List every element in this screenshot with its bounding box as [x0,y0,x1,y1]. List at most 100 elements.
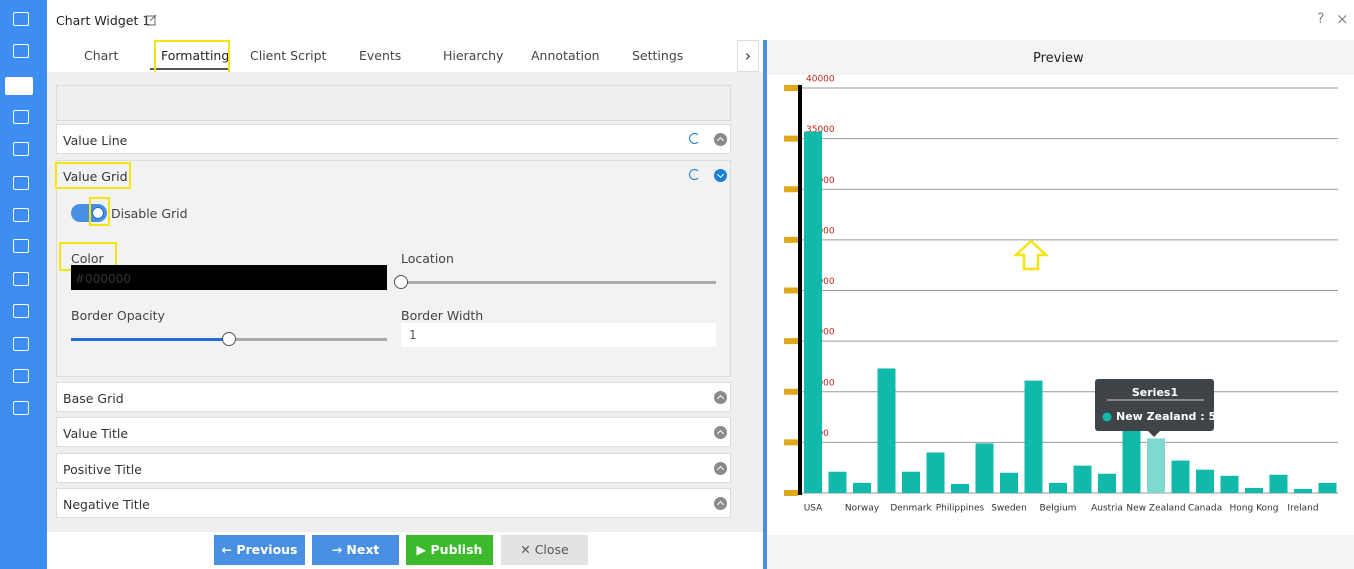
next-button[interactable]: → Next [312,535,399,565]
tab[interactable]: Client Script [250,48,327,63]
button-label: Previous [236,542,298,557]
tab[interactable]: Annotation [531,48,600,63]
preview-header [767,40,1354,75]
nav-icon[interactable] [13,208,29,222]
x-tick-label: New Zealand [1126,504,1185,514]
tab[interactable]: Formatting [161,48,230,63]
tooltip-box [1095,379,1214,431]
tab[interactable]: Events [359,48,402,63]
nav-icon[interactable] [5,77,33,95]
bar [926,452,945,493]
collapse-icon[interactable] [714,391,727,404]
sidebar [0,0,47,569]
nav-icon[interactable] [13,44,29,58]
close-button[interactable]: ✕ Close [501,535,588,565]
section[interactable]: Value Line [56,124,731,154]
nav-icon[interactable] [13,369,29,383]
bar [1024,380,1043,493]
y-tick-label: 35000 [806,125,835,135]
edit-icon[interactable] [145,14,157,26]
section-title: Value Line [63,133,128,148]
bar [1098,473,1116,493]
section[interactable]: Positive Title [56,453,731,483]
tab-scroll[interactable]: › [737,40,759,72]
section-title: Base Grid [63,391,124,406]
button-label: Close [534,542,569,557]
y-tick-mark [784,236,798,243]
button-label: Next [346,542,380,557]
collapse-icon[interactable] [714,426,727,439]
tab[interactable]: Chart [84,48,119,63]
tooltip: Series1 New Zealand : 5396 [1095,379,1239,437]
collapse-icon[interactable] [714,133,727,146]
close-icon[interactable]: × [1336,10,1349,28]
nav-icon[interactable] [13,12,29,26]
tooltip-text: New Zealand : 5396 [1116,410,1239,423]
bar [853,482,871,493]
chart: 0500010000150002000025000300003500040000… [784,75,1338,514]
section[interactable]: Negative Title [56,488,731,518]
bar [1245,487,1263,493]
previous-button[interactable]: ← Previous [214,535,305,565]
tab-underline [150,68,230,70]
x-tick-label: Austria [1091,504,1123,514]
bar [951,483,969,493]
x-tick-label: Canada [1188,504,1222,514]
tooltip-title: Series1 [1132,386,1178,399]
preview-title: Preview [1033,51,1084,66]
y-tick-label: 40000 [806,75,835,85]
y-tick-mark [784,186,798,193]
bar [1196,469,1214,493]
toggle-label: Disable Grid [111,206,188,221]
bar [1269,474,1288,493]
section-title: Positive Title [63,462,142,477]
collapse-icon[interactable] [714,497,727,510]
nav-icon[interactable] [13,272,29,286]
bar [975,443,994,493]
section-title: Negative Title [63,497,150,512]
nav-icon[interactable] [13,239,29,253]
bar [1220,475,1239,493]
nav-icon[interactable] [13,142,29,156]
y-tick-mark [784,287,798,294]
bar [828,471,847,493]
bar [902,471,920,493]
section-title: Value Title [63,426,129,441]
preview-footer [767,535,1354,569]
reset-icon[interactable] [689,133,700,144]
highlight [154,40,230,75]
highlight [89,197,110,226]
reset-icon[interactable] [689,169,700,180]
nav-icon[interactable] [13,176,29,190]
slider-thumb[interactable] [222,332,236,346]
tab[interactable]: Hierarchy [443,48,504,63]
nav-icon[interactable] [13,304,29,318]
collapse-icon[interactable] [714,169,727,182]
x-tick-label: Sweden [991,504,1027,514]
slider-thumb[interactable] [394,275,408,289]
widget-title: Chart Widget 1 [56,13,151,28]
x-tick-label: Denmark [890,504,932,514]
section[interactable]: Base Grid [56,382,731,412]
annotation-arrow [1012,239,1050,271]
y-tick-mark [784,338,798,345]
number-input[interactable]: 1 [401,323,716,347]
nav-icon[interactable] [13,110,29,124]
publish-button[interactable]: ▶ Publish [406,535,493,565]
y-tick-mark [784,439,798,446]
tab[interactable]: Settings [632,48,684,63]
toggle-knob[interactable] [92,207,104,219]
nav-icon[interactable] [13,337,29,351]
field-label: Border Width [401,308,484,323]
collapse-icon[interactable] [714,462,727,475]
splitter[interactable] [763,40,767,569]
highlight [55,162,131,189]
color-input[interactable]: #000000 [71,265,387,290]
slider-track[interactable] [401,281,716,284]
help-icon[interactable]: ? [1317,11,1325,27]
x-tick-label: Belgium [1040,504,1077,514]
bar [804,131,822,493]
section[interactable]: Value Title [56,417,731,447]
nav-icon[interactable] [13,401,29,415]
